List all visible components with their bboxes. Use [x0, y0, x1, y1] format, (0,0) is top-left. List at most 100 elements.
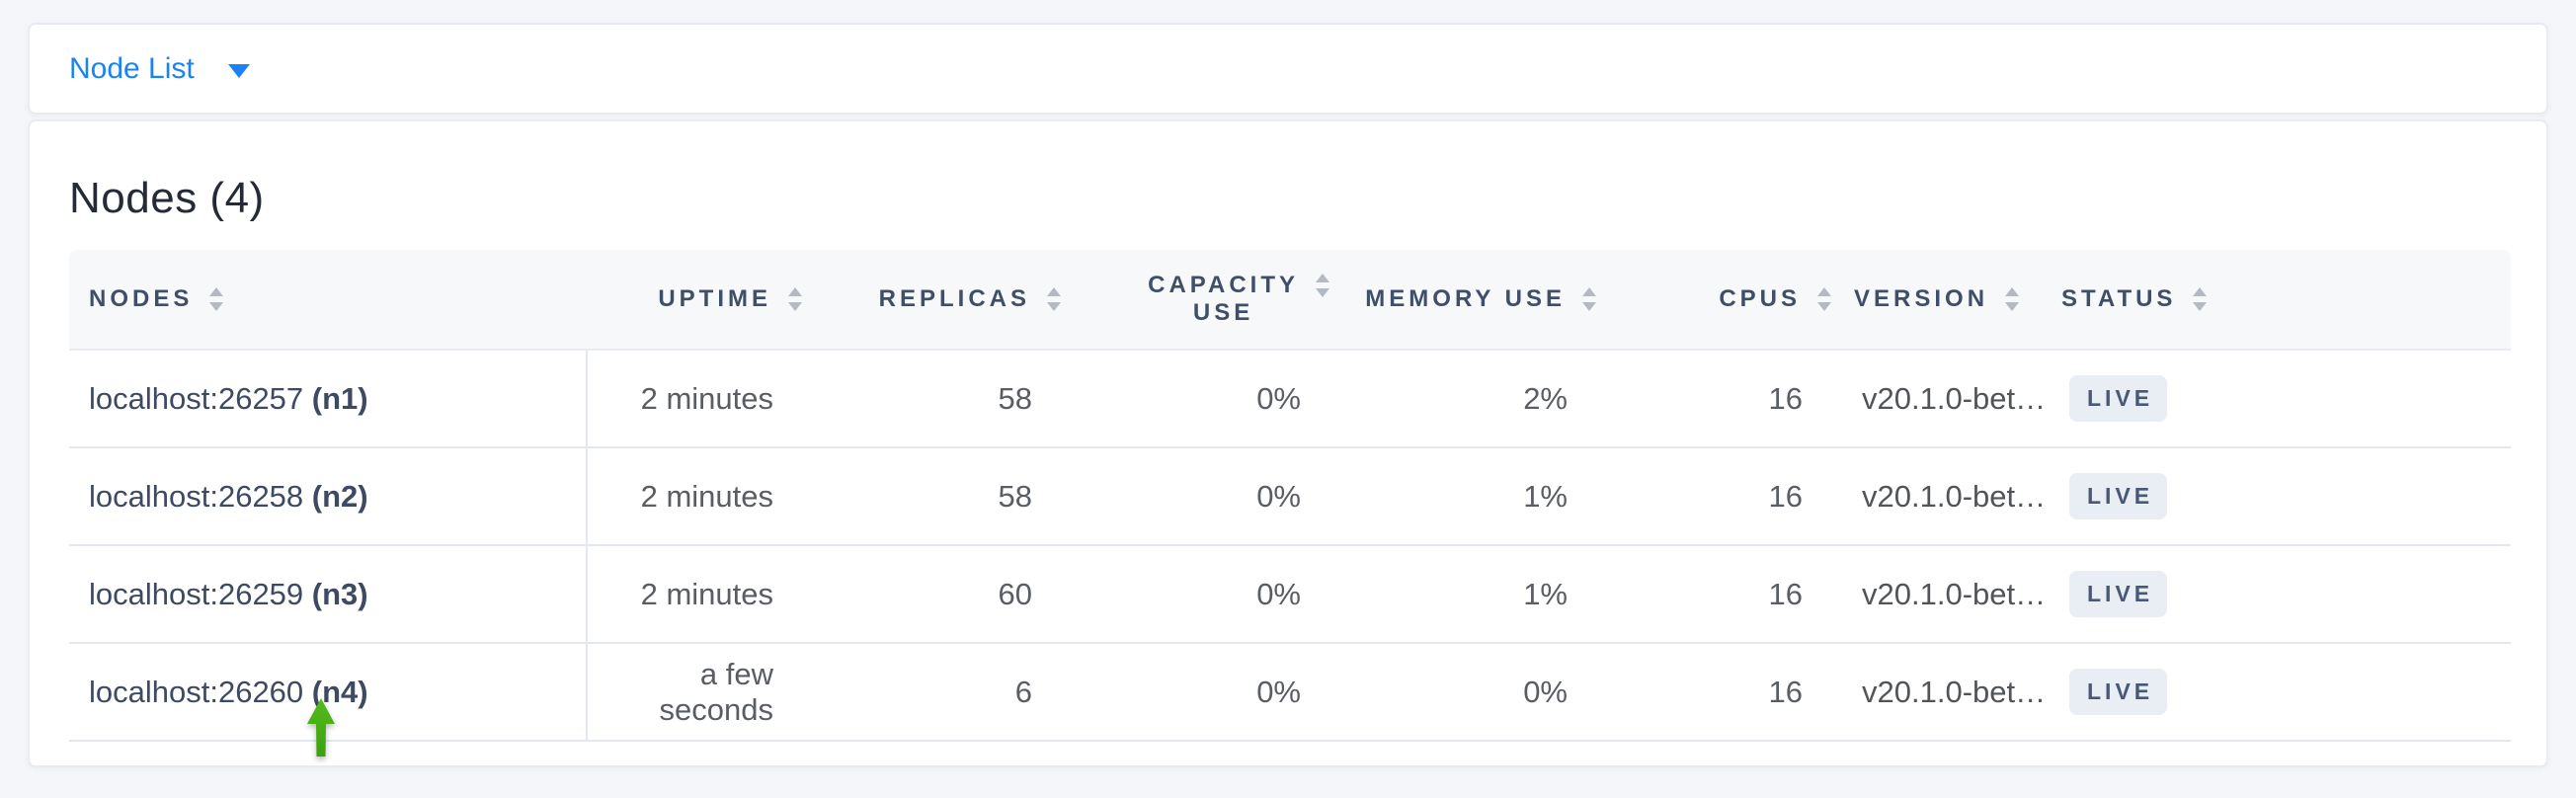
version-value: v20.1.0-bet… — [1862, 380, 2047, 416]
capacity_use-value: 0% — [1256, 380, 1301, 416]
cell-status: LIVE — [2061, 644, 2511, 742]
node-address-link[interactable]: localhost:26257 (n1) — [89, 381, 368, 416]
node-id: (n3) — [311, 576, 368, 611]
uptime-value: 2 minutes — [640, 478, 773, 514]
node-id: (n2) — [311, 478, 368, 514]
memory_use-value: 1% — [1523, 478, 1568, 514]
column-label: VERSION — [1854, 285, 1989, 312]
column-header-capacity_use[interactable]: CAPACITY USE — [1084, 250, 1352, 351]
cell-replicas: 6 — [825, 644, 1084, 742]
column-label: CPUS — [1719, 285, 1801, 312]
page-title: Nodes (4) — [69, 174, 265, 222]
node-address: localhost:26257 — [89, 380, 304, 416]
uptime-value: a few seconds — [659, 656, 773, 727]
column-header-nodes[interactable]: NODES — [69, 250, 588, 351]
sort-icon — [1817, 287, 1831, 311]
cell-cpus: 16 — [1619, 644, 1854, 742]
column-header-uptime[interactable]: UPTIME — [588, 250, 825, 351]
replicas-value: 58 — [998, 380, 1032, 416]
uptime-value: 2 minutes — [640, 380, 773, 416]
cell-replicas: 58 — [825, 448, 1084, 546]
table-row: localhost:26258 (n2) 2 minutes 58 0% 1% 16 v20… — [69, 448, 2511, 546]
cell-nodes: localhost:26260 (n4) — [69, 644, 588, 742]
node-address-link[interactable]: localhost:26258 (n2) — [89, 479, 368, 514]
cpus-value: 16 — [1768, 576, 1803, 611]
column-header-status[interactable]: STATUS — [2061, 250, 2511, 351]
replicas-value: 60 — [998, 576, 1032, 611]
view-selector-bar: Node List — [28, 23, 2548, 115]
cell-memory_use: 0% — [1352, 644, 1619, 742]
cell-replicas: 58 — [825, 351, 1084, 448]
column-header-replicas[interactable]: REPLICAS — [825, 250, 1084, 351]
nodes-card: Nodes (4) NODES UPTIME REPLICAS CAPACITY USE… — [28, 120, 2548, 767]
node-address-link[interactable]: localhost:26259 (n3) — [89, 577, 368, 611]
cpus-value: 16 — [1768, 380, 1803, 416]
sort-icon — [1316, 274, 1329, 297]
chevron-down-icon — [227, 63, 250, 78]
column-label: CAPACITY USE — [1148, 272, 1299, 326]
cell-memory_use: 1% — [1352, 546, 1619, 644]
cell-uptime: 2 minutes — [588, 448, 825, 546]
cell-status: LIVE — [2061, 351, 2511, 448]
table-row: localhost:26259 (n3) 2 minutes 60 0% 1% 16 v20… — [69, 546, 2511, 644]
sort-icon — [788, 287, 802, 311]
replicas-value: 58 — [998, 478, 1032, 514]
column-label: STATUS — [2061, 285, 2177, 312]
capacity_use-value: 0% — [1256, 478, 1301, 514]
cell-uptime: 2 minutes — [588, 546, 825, 644]
replicas-value: 6 — [1014, 674, 1032, 709]
green-arrow-annotation — [307, 698, 335, 757]
cell-nodes: localhost:26258 (n2) — [69, 448, 588, 546]
status-badge: LIVE — [2069, 669, 2168, 715]
node-list-dropdown-label: Node List — [69, 51, 195, 85]
cell-version: v20.1.0-bet… — [1854, 546, 2061, 644]
memory_use-value: 1% — [1523, 576, 1568, 611]
sort-icon — [1582, 287, 1596, 311]
cell-capacity_use: 0% — [1084, 448, 1352, 546]
cell-capacity_use: 0% — [1084, 351, 1352, 448]
sort-icon — [2193, 287, 2208, 311]
column-label: NODES — [89, 285, 194, 312]
table-header-row: NODES UPTIME REPLICAS CAPACITY USE MEMORY USE… — [69, 250, 2511, 351]
column-label: MEMORY USE — [1365, 285, 1566, 312]
status-badge: LIVE — [2069, 375, 2168, 422]
status-badge: LIVE — [2069, 473, 2168, 519]
column-label: REPLICAS — [878, 285, 1030, 312]
cell-memory_use: 1% — [1352, 448, 1619, 546]
cell-version: v20.1.0-bet… — [1854, 644, 2061, 742]
cell-cpus: 16 — [1619, 448, 1854, 546]
cell-status: LIVE — [2061, 448, 2511, 546]
cell-nodes: localhost:26259 (n3) — [69, 546, 588, 644]
cell-version: v20.1.0-bet… — [1854, 351, 2061, 448]
cell-uptime: 2 minutes — [588, 351, 825, 448]
cpus-value: 16 — [1768, 674, 1803, 709]
cell-version: v20.1.0-bet… — [1854, 448, 2061, 546]
uptime-value: 2 minutes — [640, 576, 773, 611]
cell-cpus: 16 — [1619, 351, 1854, 448]
cell-memory_use: 2% — [1352, 351, 1619, 448]
node-address: localhost:26258 — [89, 478, 304, 514]
column-header-memory_use[interactable]: MEMORY USE — [1352, 250, 1619, 351]
version-value: v20.1.0-bet… — [1862, 576, 2047, 611]
version-value: v20.1.0-bet… — [1862, 674, 2047, 709]
cell-capacity_use: 0% — [1084, 546, 1352, 644]
cell-cpus: 16 — [1619, 546, 1854, 644]
node-list-dropdown[interactable]: Node List — [69, 52, 250, 86]
column-header-version[interactable]: VERSION — [1854, 250, 2061, 351]
version-value: v20.1.0-bet… — [1862, 478, 2047, 514]
capacity_use-value: 0% — [1256, 674, 1301, 709]
column-header-cpus[interactable]: CPUS — [1619, 250, 1854, 351]
table-row: localhost:26260 (n4) a few seconds 6 0% 0% 16… — [69, 644, 2511, 742]
node-address-link[interactable]: localhost:26260 (n4) — [89, 675, 368, 709]
cell-replicas: 60 — [825, 546, 1084, 644]
node-address: localhost:26260 — [89, 674, 304, 709]
column-label: UPTIME — [658, 285, 771, 312]
cpus-value: 16 — [1768, 478, 1803, 514]
node-id: (n1) — [311, 380, 368, 416]
cell-nodes: localhost:26257 (n1) — [69, 351, 588, 448]
cell-status: LIVE — [2061, 546, 2511, 644]
table-row: localhost:26257 (n1) 2 minutes 58 0% 2% 16 v20… — [69, 351, 2511, 448]
sort-icon — [209, 287, 224, 311]
capacity_use-value: 0% — [1256, 576, 1301, 611]
